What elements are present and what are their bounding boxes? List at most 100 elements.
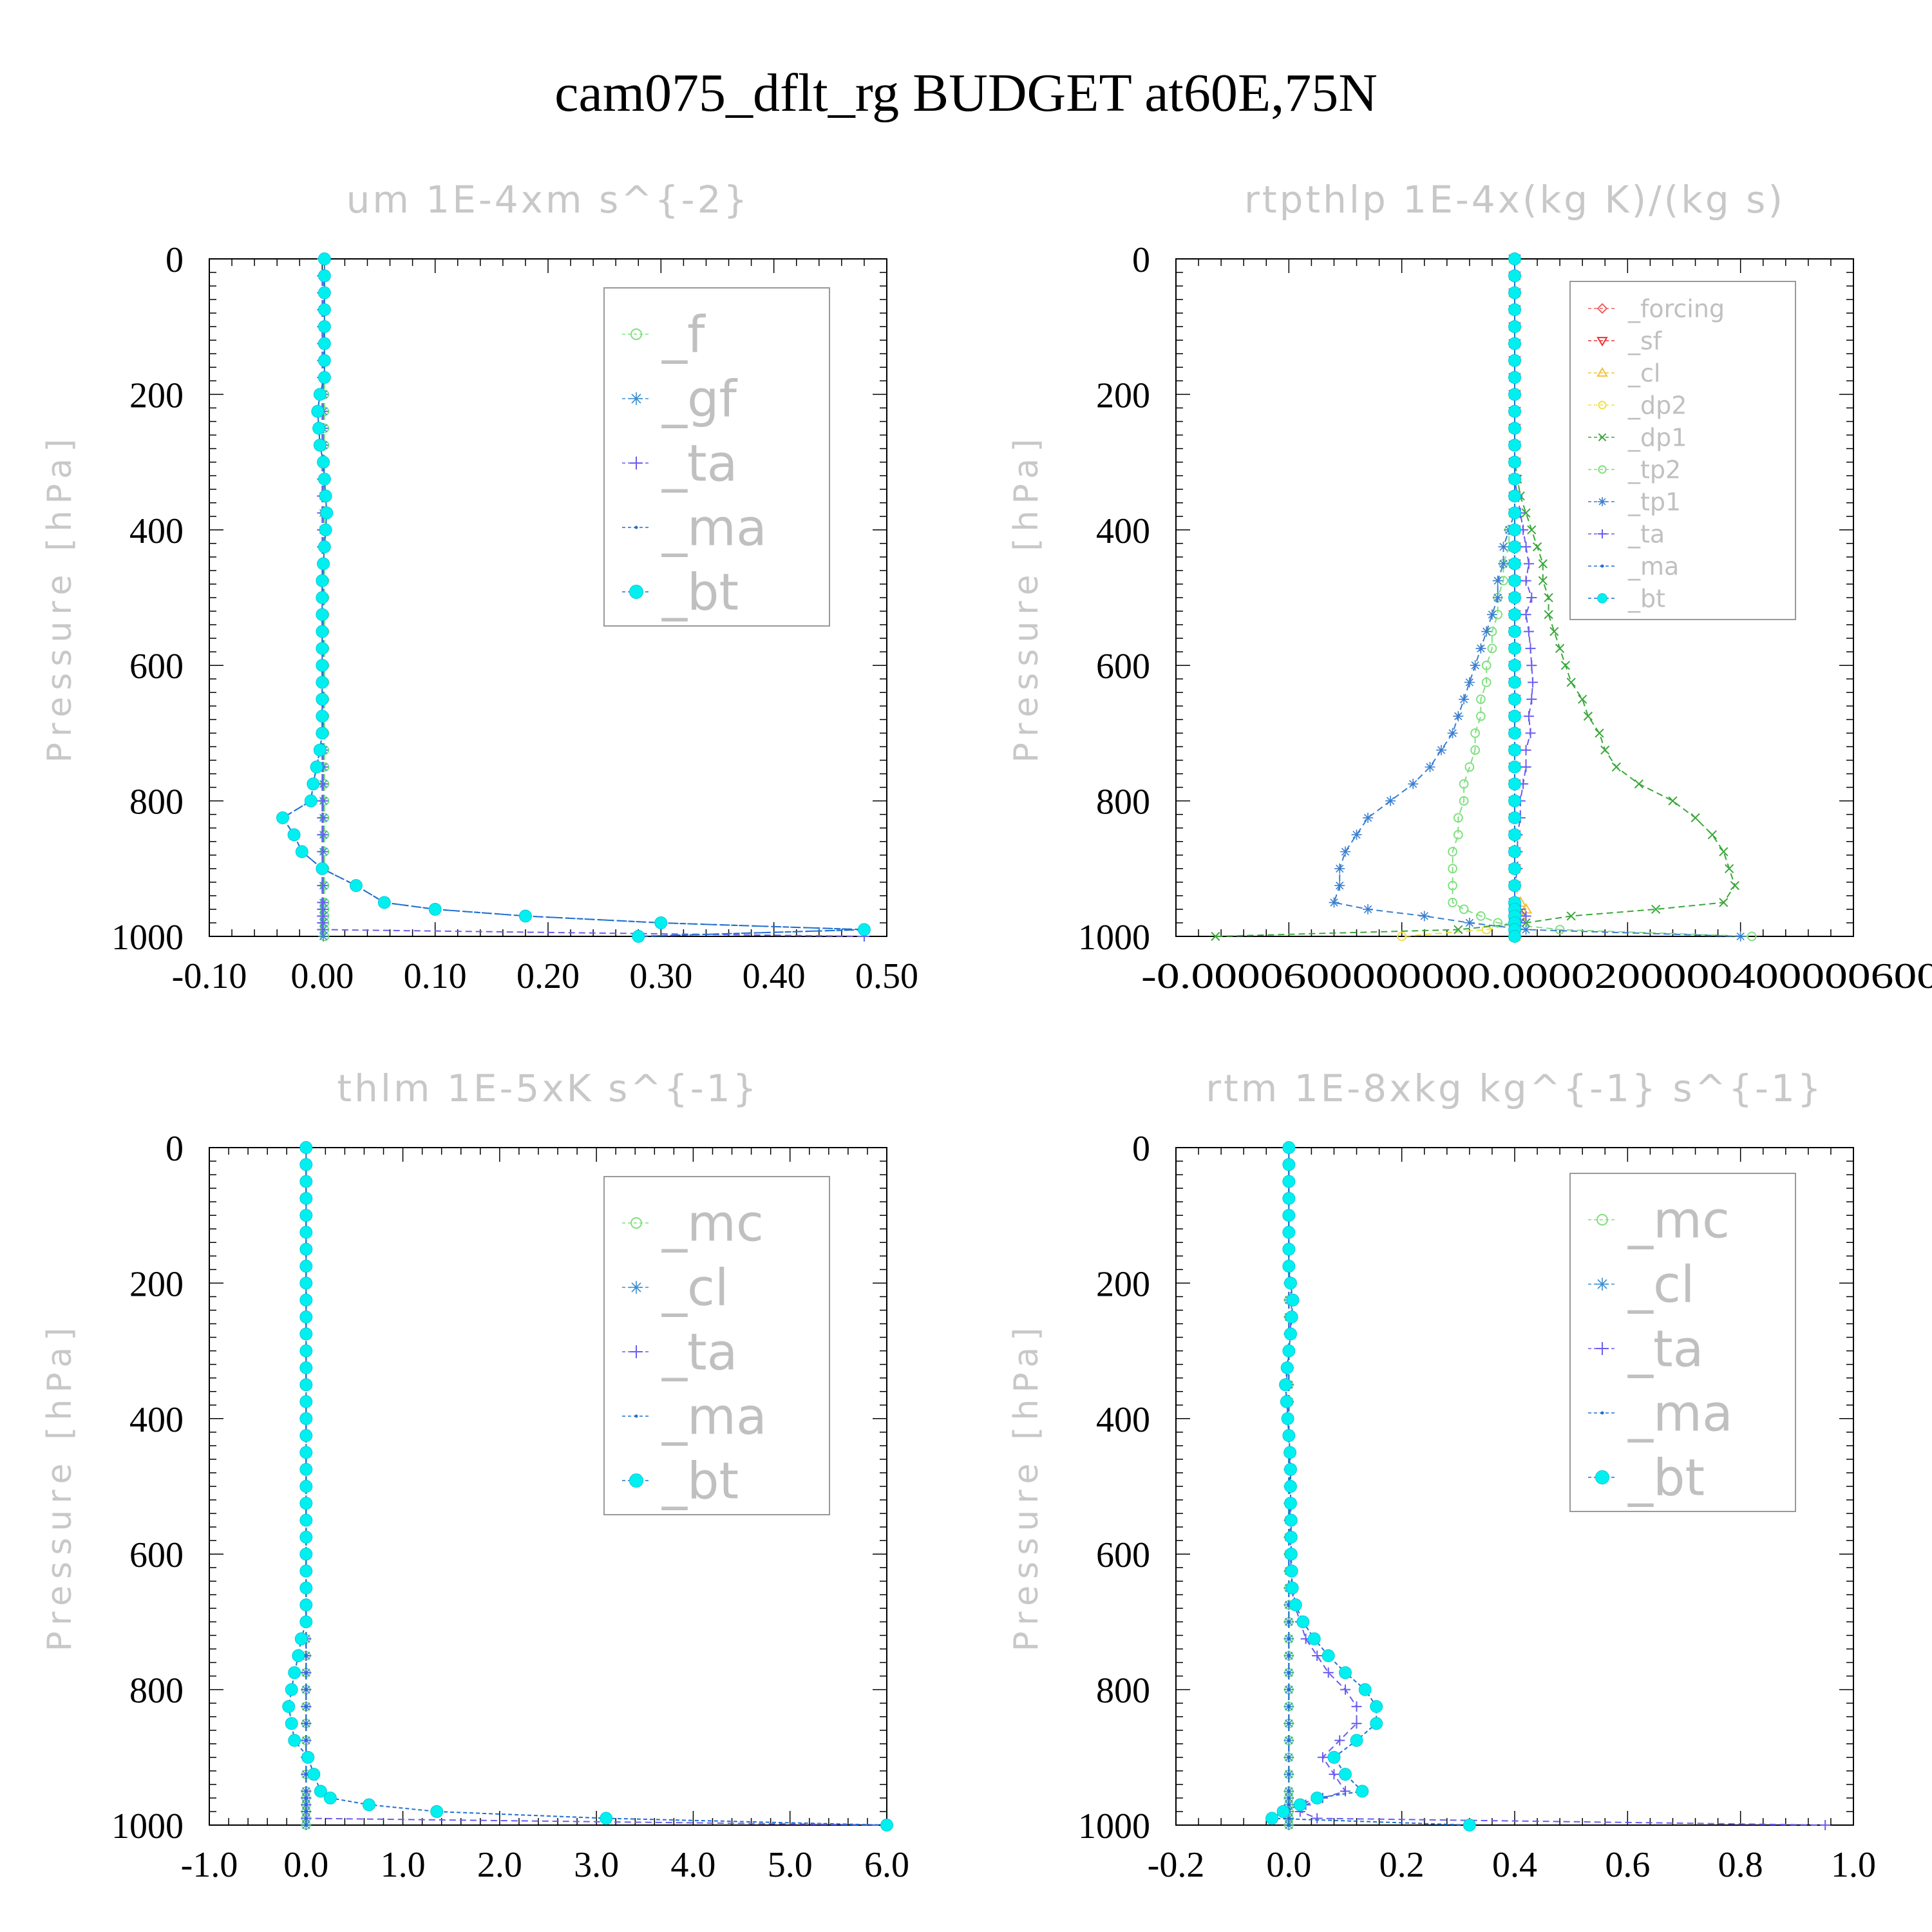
data-point_ta	[1526, 694, 1537, 705]
panel-um: um 1E-4xm s^{-2} Pressure [hPa] 0 200 400 600…	[41, 178, 918, 996]
data-point_bt	[1284, 1548, 1298, 1561]
legend-label: _ta	[661, 1323, 737, 1381]
data-point_bt	[1508, 726, 1521, 740]
legend-marker	[630, 328, 642, 340]
data-point_ta	[317, 795, 328, 806]
data-point_dp1	[1532, 542, 1542, 552]
data-point_bt	[316, 625, 329, 638]
x-tick-label: 5.0	[768, 1845, 813, 1885]
data-point_tp1	[1481, 626, 1492, 637]
data-point_ta	[1523, 626, 1534, 637]
data-point_bt	[518, 909, 532, 923]
data-point_tp1	[1520, 924, 1531, 935]
data-point_bt	[1321, 1649, 1335, 1662]
data-point_bt	[299, 1463, 313, 1476]
x-tick-label: 3.0	[574, 1845, 619, 1885]
legend-marker	[1596, 1278, 1609, 1291]
y-tick-label: 0	[1132, 1129, 1150, 1169]
legend-marker	[630, 1281, 643, 1294]
legend-marker	[630, 1217, 642, 1229]
data-point_dp1	[1211, 931, 1220, 942]
panel-title: thlm 1E-5xK s^{-1}	[337, 1066, 759, 1110]
legend-box	[1569, 1173, 1796, 1512]
data-point_bt	[1284, 1276, 1297, 1290]
data-point_bt	[1508, 439, 1521, 452]
legend: _mc _cl _ta _ma _bt	[1569, 1173, 1796, 1512]
data-point_bt	[317, 337, 331, 350]
data-point_bt	[299, 1615, 313, 1629]
plot-area	[1265, 1141, 1831, 1832]
data-point_bt	[1280, 1361, 1294, 1374]
data-point_bt	[299, 1191, 313, 1205]
data-point_ta	[1323, 1667, 1334, 1678]
data-point_bt	[1508, 320, 1521, 334]
data-point_bt	[299, 1361, 313, 1374]
data-point_ta	[1340, 1684, 1350, 1695]
legend-label: _sf	[1627, 327, 1663, 355]
data-point_bt	[316, 692, 329, 706]
data-point_tp2	[1459, 796, 1469, 806]
data-point_bt	[317, 286, 331, 299]
legend-label: _bt	[661, 564, 739, 621]
data-point_bt	[313, 439, 327, 452]
data-point_bt	[313, 388, 327, 401]
data-point_tp1	[1419, 911, 1430, 922]
data-point_bt	[1508, 659, 1521, 672]
y-tick-label: 600	[1096, 1535, 1150, 1575]
legend-marker	[630, 1345, 643, 1358]
plot-area	[282, 1141, 893, 1832]
data-point_bt	[349, 879, 363, 893]
y-tick-label: 200	[1096, 375, 1150, 415]
data-point_ta	[1351, 1701, 1362, 1712]
data-point_tp2	[1448, 898, 1457, 907]
data-point_bt	[1508, 252, 1521, 265]
data-point_bt	[1283, 1446, 1297, 1459]
data-point_bt	[1508, 608, 1521, 621]
legend-marker	[1596, 367, 1608, 377]
data-point_bt	[1508, 286, 1521, 299]
data-point_bt	[1289, 1598, 1302, 1612]
data-point_bt	[299, 1480, 313, 1493]
data-point_bt	[1285, 1311, 1298, 1323]
data-point_bt	[1508, 794, 1521, 808]
x-tick-label: 6.0	[864, 1845, 909, 1885]
data-point_tp2	[1747, 931, 1757, 942]
data-point_bt	[294, 1632, 308, 1645]
data-point_bt	[299, 1446, 313, 1459]
legend-label: _bt	[661, 1452, 739, 1510]
data-point_bt	[316, 591, 329, 604]
y-axis-label: Pressure [hPa]	[1007, 1321, 1046, 1652]
legend-label: _ta	[1627, 520, 1665, 548]
data-point_dp1	[1538, 559, 1548, 569]
data-point_bt	[1282, 1242, 1296, 1256]
x-tick-label: 0.40	[743, 956, 806, 996]
data-point_tp1	[1470, 660, 1481, 671]
data-point_bt	[299, 1395, 313, 1408]
data-point_ma	[1287, 1789, 1291, 1793]
y-tick-label: 400	[129, 1400, 184, 1440]
data-point_ma	[1287, 1705, 1291, 1709]
data-point_bt	[282, 1700, 296, 1713]
data-point_dp1	[1560, 661, 1571, 670]
panels: um 1E-4xm s^{-2} Pressure [hPa] 0 200 400 600…	[41, 178, 1932, 1885]
data-point_ta	[1317, 1752, 1328, 1763]
series-line_dp1	[1215, 259, 1736, 937]
data-point_tp2	[1459, 904, 1469, 914]
legend-label: _ta	[1627, 1320, 1703, 1378]
data-point_bt	[1284, 1463, 1297, 1476]
data-point_dp2	[1481, 925, 1492, 934]
data-point_bt	[1508, 845, 1521, 858]
data-point_tp2	[1453, 813, 1463, 823]
data-point_tp1	[1464, 677, 1475, 688]
data-point_dp1	[1454, 925, 1463, 934]
series-markers_bt	[282, 1141, 893, 1832]
y-tick-label: 1000	[111, 918, 184, 958]
legend: _forcing _sf _cl _dp2 _dp1 _tp2 _tp1 _ta _ma _bt	[1569, 281, 1796, 620]
legend-box	[1569, 281, 1796, 620]
legend-label: _ma	[1627, 1385, 1733, 1443]
data-point_bt	[1327, 1750, 1341, 1764]
data-point_bt	[1356, 1785, 1369, 1798]
data-point_ma	[304, 1789, 308, 1793]
x-tick-label: 1.0	[381, 1845, 426, 1885]
